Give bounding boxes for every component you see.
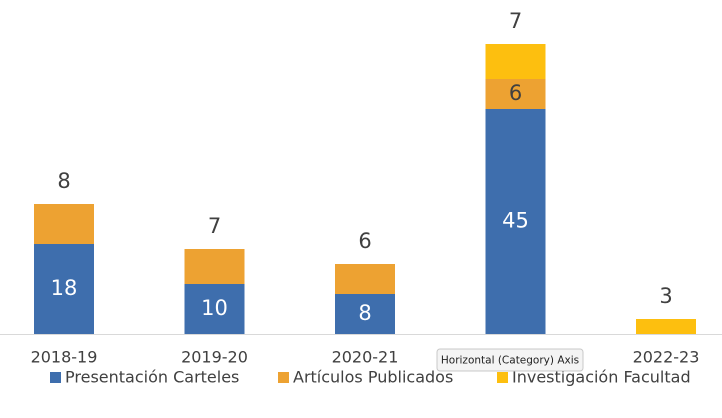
data-label: 3	[659, 284, 672, 308]
legend-label: Artículos Publicados	[293, 368, 453, 387]
legend-swatch	[50, 372, 61, 383]
data-label: 10	[201, 296, 228, 320]
x-tick-label: 2020-21	[332, 348, 399, 367]
legend-swatch	[278, 372, 289, 383]
bar-segment	[485, 109, 546, 334]
bar-segment	[184, 284, 245, 334]
bar-segment	[34, 244, 94, 334]
x-tick-label: 2018-19	[31, 348, 98, 367]
bar-segment	[184, 249, 245, 284]
data-label: 8	[57, 169, 70, 193]
data-label: 6	[358, 229, 371, 253]
data-label: 18	[51, 276, 78, 300]
legend-label: Investigación Facultad	[512, 368, 691, 387]
tooltip: Horizontal (Category) Axis	[436, 348, 584, 372]
data-label: 45	[502, 209, 529, 233]
bar-segment	[335, 294, 395, 334]
data-label: 6	[509, 81, 522, 105]
bar-segment	[34, 204, 94, 244]
x-tick-label: 2019-20	[181, 348, 248, 367]
bar-segment	[485, 79, 546, 109]
bar-segment	[636, 319, 696, 334]
legend-swatch	[497, 372, 508, 383]
data-label: 7	[509, 9, 522, 33]
tooltip-box	[436, 348, 584, 372]
x-tick-label: 2022-23	[633, 348, 700, 367]
legend-label: Presentación Carteles	[65, 368, 239, 387]
bar-segment	[335, 264, 395, 294]
data-label: 8	[358, 301, 371, 325]
tooltip-text: Horizontal (Category) Axis	[441, 355, 579, 367]
data-label: 7	[208, 214, 221, 238]
bar-segment	[485, 44, 546, 79]
